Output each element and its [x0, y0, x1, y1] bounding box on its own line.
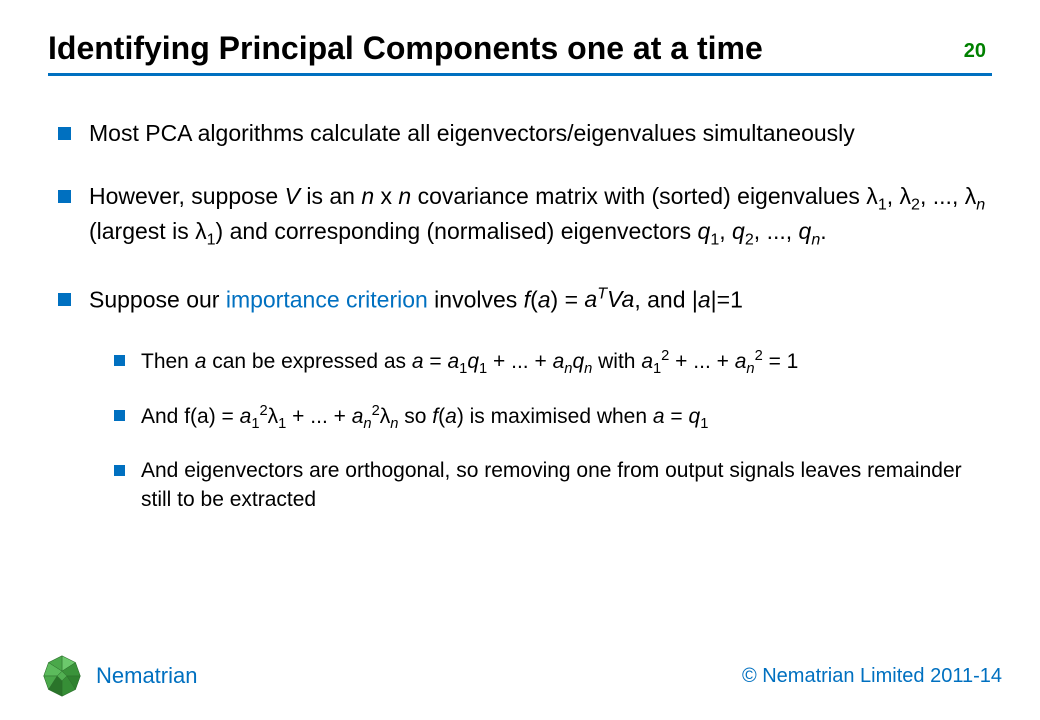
bullet-square-icon: [114, 355, 125, 366]
bullet-text: Suppose our importance criterion involve…: [89, 284, 743, 316]
bullet-text: And eigenvectors are orthogonal, so remo…: [141, 457, 992, 514]
bullet-text: And f(a) = a12λ1 + ... + an2λn so f(a) i…: [141, 402, 708, 435]
page-number: 20: [964, 40, 992, 67]
bullet-sub-item: Then a can be expressed as a = a1q1 + ..…: [114, 347, 992, 380]
bullet-square-icon: [58, 190, 71, 203]
bullet-item: Most PCA algorithms calculate all eigenv…: [58, 118, 992, 149]
bullet-text: Then a can be expressed as a = a1q1 + ..…: [141, 347, 798, 380]
slide: Identifying Principal Components one at …: [0, 0, 1040, 720]
bullet-sub-item: And f(a) = a12λ1 + ... + an2λn so f(a) i…: [114, 402, 992, 435]
brand-name: Nematrian: [96, 663, 197, 689]
bullet-text: Most PCA algorithms calculate all eigenv…: [89, 118, 855, 149]
bullet-sub-item: And eigenvectors are orthogonal, so remo…: [114, 457, 992, 514]
bullet-square-icon: [114, 410, 125, 421]
nematrian-logo-icon: [38, 652, 86, 700]
bullet-item: However, suppose V is an n x n covarianc…: [58, 181, 992, 252]
bullet-square-icon: [58, 127, 71, 140]
slide-header: Identifying Principal Components one at …: [48, 30, 992, 76]
slide-content: Most PCA algorithms calculate all eigenv…: [48, 118, 992, 514]
bullet-text: However, suppose V is an n x n covarianc…: [89, 181, 992, 252]
page-title: Identifying Principal Components one at …: [48, 30, 763, 67]
bullet-square-icon: [58, 293, 71, 306]
slide-footer: Nematrian © Nematrian Limited 2011-14: [0, 652, 1040, 700]
bullet-square-icon: [114, 465, 125, 476]
bullet-item: Suppose our importance criterion involve…: [58, 284, 992, 316]
brand: Nematrian: [38, 652, 197, 700]
copyright-text: © Nematrian Limited 2011-14: [742, 665, 1002, 688]
